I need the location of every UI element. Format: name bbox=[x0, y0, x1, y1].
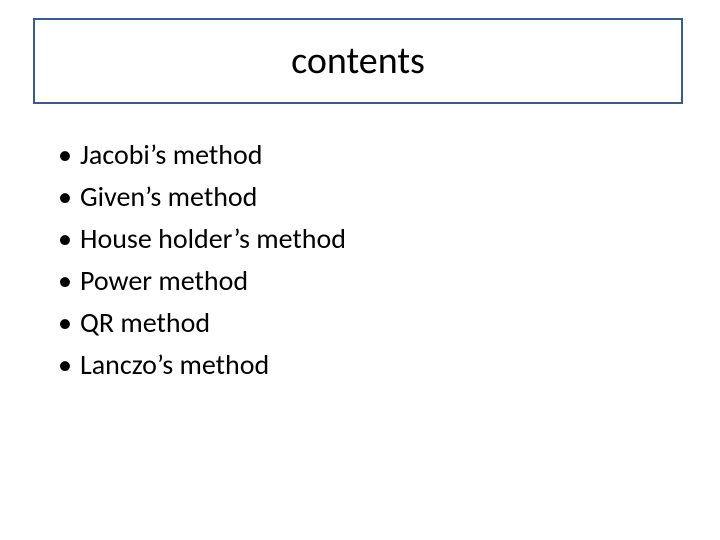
list-item: •QR method bbox=[50, 302, 346, 344]
list-item-label: Jacobi’s method bbox=[80, 134, 262, 176]
bullet-icon: • bbox=[50, 302, 80, 344]
list-item-label: Power method bbox=[80, 260, 248, 302]
list-item-label: House holder’s method bbox=[80, 218, 346, 260]
list-item: •House holder’s method bbox=[50, 218, 346, 260]
list-item-label: QR method bbox=[80, 302, 210, 344]
list-item: •Power method bbox=[50, 260, 346, 302]
bullet-icon: • bbox=[50, 134, 80, 176]
list-item-label: Lanczo’s method bbox=[80, 344, 269, 386]
list-item: •Given’s method bbox=[50, 176, 346, 218]
bullet-icon: • bbox=[50, 176, 80, 218]
list-item-label: Given’s method bbox=[80, 176, 257, 218]
bullet-icon: • bbox=[50, 218, 80, 260]
list-item: •Lanczo’s method bbox=[50, 344, 346, 386]
contents-list: •Jacobi’s method•Given’s method•House ho… bbox=[50, 134, 346, 386]
slide-title: contents bbox=[291, 38, 425, 84]
title-box: contents bbox=[33, 18, 683, 104]
bullet-icon: • bbox=[50, 260, 80, 302]
bullet-icon: • bbox=[50, 344, 80, 386]
list-item: •Jacobi’s method bbox=[50, 134, 346, 176]
